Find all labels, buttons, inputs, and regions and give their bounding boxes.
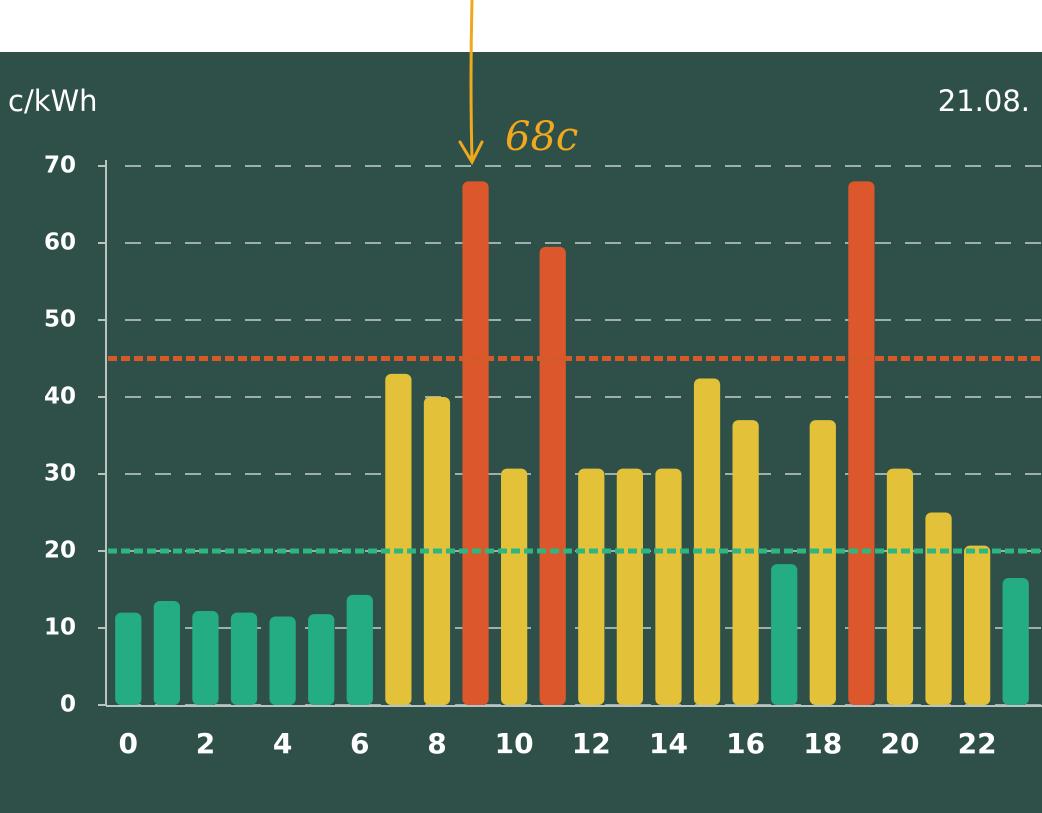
bar: [771, 564, 798, 705]
bars: [115, 181, 1029, 705]
bar: [385, 373, 412, 705]
y-tick-label: 20: [44, 538, 76, 564]
bar: [809, 420, 836, 705]
bar: [308, 614, 335, 705]
bar: [115, 612, 142, 705]
bar: [501, 468, 528, 705]
bar: [732, 420, 759, 705]
bar: [539, 246, 566, 705]
y-tick-label: 30: [44, 461, 76, 487]
bar: [578, 468, 605, 705]
x-tick-label: 10: [495, 727, 534, 760]
bar: [693, 378, 721, 705]
y-tick-label: 40: [44, 384, 76, 410]
bar: [153, 601, 180, 705]
x-tick-label: 22: [958, 727, 997, 760]
y-tick-label: 70: [44, 153, 76, 179]
annotation: 68c: [505, 114, 578, 160]
x-tick-label: 12: [572, 727, 611, 760]
bar: [925, 512, 952, 705]
x-tick-label: 4: [273, 727, 292, 760]
date-label: 21.08.: [938, 84, 1030, 118]
bar: [655, 468, 682, 705]
bar: [886, 468, 914, 705]
y-tick-label: 10: [44, 615, 76, 641]
bar: [230, 612, 258, 705]
x-tick-label: 2: [196, 727, 215, 760]
bar: [346, 594, 373, 705]
y-tick-label: 50: [44, 307, 76, 333]
x-tick-label: 0: [119, 727, 138, 760]
bar: [848, 181, 875, 705]
x-tick-label: 18: [803, 727, 842, 760]
x-tick-label: 14: [649, 727, 688, 760]
y-tick-label: 60: [44, 230, 76, 256]
bar: [964, 545, 991, 705]
x-tick-label: 6: [350, 727, 369, 760]
x-tick-label: 20: [880, 727, 919, 760]
bar: [616, 468, 643, 705]
bar: [192, 611, 219, 705]
x-tick-label: 16: [726, 727, 765, 760]
y-tick-label: 0: [60, 692, 76, 718]
bar: [269, 616, 296, 705]
bar: [462, 181, 489, 705]
x-tick-label: 8: [427, 727, 446, 760]
annotation-arrow: [458, 0, 484, 166]
y-axis-label: c/kWh: [8, 84, 98, 118]
bar: [1002, 577, 1029, 705]
